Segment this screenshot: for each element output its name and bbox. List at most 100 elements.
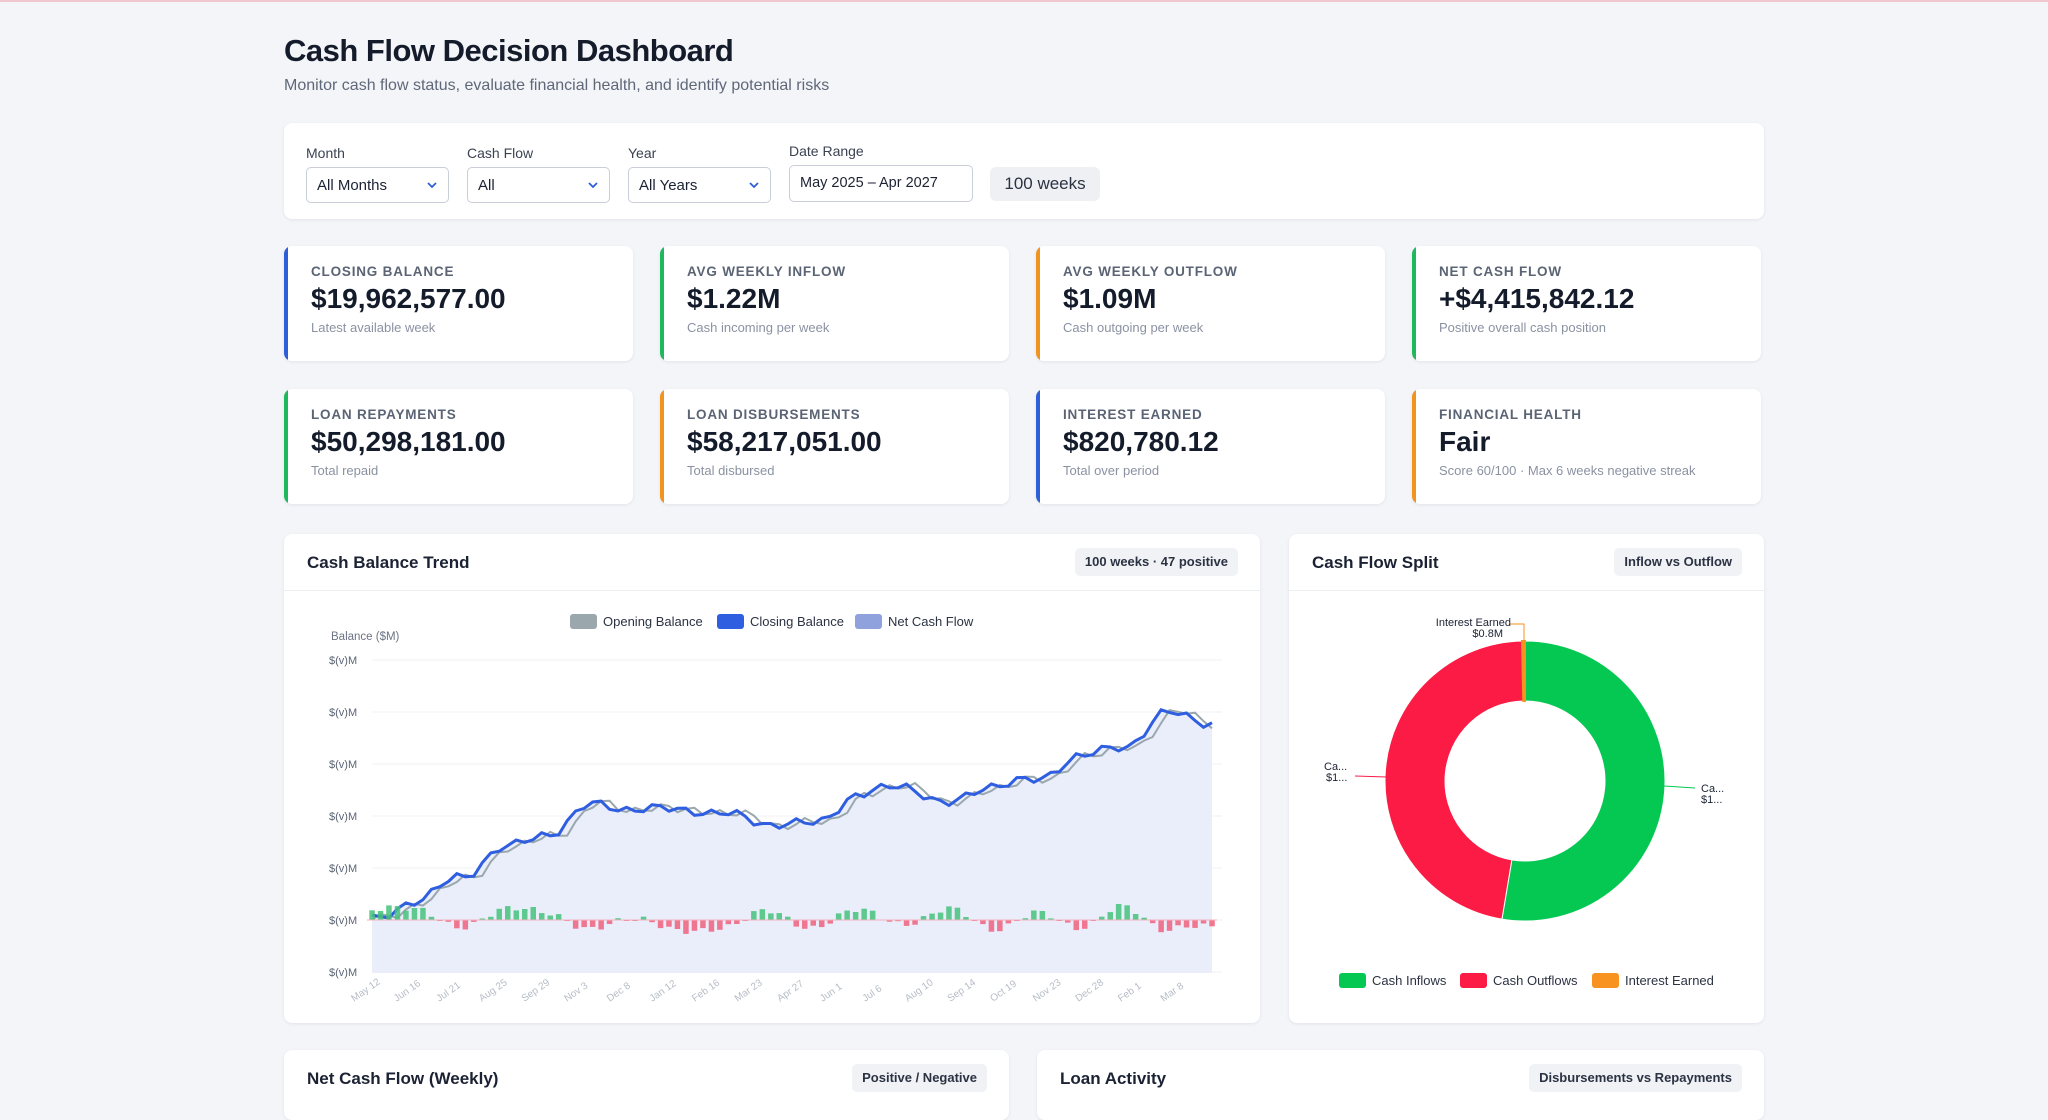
net-cash-flow-bar bbox=[827, 920, 833, 924]
kpi-accent-bar bbox=[660, 246, 664, 361]
kpi-subtext: Total repaid bbox=[311, 463, 379, 478]
x-tick-label: Jan 12 bbox=[648, 978, 679, 1004]
net-cash-flow-bar bbox=[759, 909, 766, 920]
cashflow-filter-label: Cash Flow bbox=[467, 145, 534, 161]
net-cash-flow-bar bbox=[1039, 911, 1046, 920]
interest-leader-line bbox=[1510, 623, 1525, 641]
net-cash-flow-bar bbox=[555, 914, 562, 920]
outflows-slice-label: Ca... bbox=[1324, 761, 1347, 773]
daterange-input[interactable]: May 2025 – Apr 2027 bbox=[789, 165, 973, 202]
net-cash-flow-bar bbox=[819, 920, 825, 928]
y-tick-label: $(v)M bbox=[329, 759, 357, 771]
cash-flow-split-chart[interactable]: Ca...$1...Ca...$1...Interest Earned$0.8M… bbox=[1289, 534, 1764, 1023]
x-tick-label: Jul 21 bbox=[435, 980, 464, 1005]
kpi-financial-health: FINANCIAL HEALTH Fair Score 60/100 · Max… bbox=[1412, 389, 1761, 504]
net-cash-flow-bar bbox=[394, 906, 401, 920]
panel-title: Loan Activity bbox=[1060, 1069, 1167, 1088]
kpi-label: LOAN DISBURSEMENTS bbox=[687, 407, 861, 422]
net-cash-flow-bar bbox=[937, 912, 944, 920]
net-cash-flow-bar bbox=[377, 911, 384, 920]
net-cash-flow-bar bbox=[1082, 920, 1088, 929]
inflows-leader-line bbox=[1663, 785, 1696, 789]
chevron-down-icon bbox=[427, 182, 437, 189]
legend-swatch bbox=[1339, 973, 1366, 988]
cash-balance-trend-chart[interactable]: Opening Balance Closing Balance Net Cash F… bbox=[284, 534, 1260, 1023]
y-axis-label: Balance ($M) bbox=[331, 631, 400, 643]
legend-label: Cash Inflows bbox=[1372, 973, 1447, 988]
net-cash-flow-bar bbox=[1149, 920, 1156, 924]
net-cash-flow-bar bbox=[657, 920, 664, 929]
legend-label: Interest Earned bbox=[1625, 973, 1714, 988]
x-tick-label: Feb 16 bbox=[690, 977, 722, 1004]
legend-swatch bbox=[1592, 973, 1619, 988]
panel-title: Cash Balance Trend bbox=[307, 553, 470, 572]
panel-divider bbox=[1289, 590, 1764, 591]
net-cash-flow-bar bbox=[598, 920, 604, 930]
kpi-value: Fair bbox=[1439, 426, 1491, 457]
page-title: Cash Flow Decision Dashboard bbox=[284, 33, 734, 68]
net-cash-flow-bar bbox=[606, 920, 613, 924]
net-cash-flow-bar bbox=[1192, 920, 1198, 928]
kpi-accent-bar bbox=[660, 389, 664, 504]
x-tick-label: Nov 3 bbox=[562, 980, 590, 1004]
x-tick-label: Aug 10 bbox=[903, 977, 936, 1004]
y-tick-label: $(v)M bbox=[329, 915, 357, 927]
panel-tag: Positive / Negative bbox=[852, 1064, 987, 1092]
legend-label: Closing Balance bbox=[750, 614, 844, 629]
net-cash-flow-bar bbox=[776, 913, 782, 920]
kpi-loan-disbursements: LOAN DISBURSEMENTS $58,217,051.00 Total … bbox=[660, 389, 1009, 504]
x-tick-label: Jul 6 bbox=[861, 983, 885, 1004]
net-cash-flow-bar bbox=[462, 920, 469, 930]
cashflow-select[interactable]: All bbox=[467, 167, 610, 203]
net-cash-flow-bar bbox=[810, 920, 816, 926]
panel-title: Cash Flow Split bbox=[1312, 553, 1439, 572]
net-cash-flow-bar bbox=[488, 916, 494, 920]
net-cash-flow-bar bbox=[929, 913, 935, 920]
x-tick-label: Jun 1 bbox=[818, 981, 845, 1004]
net-cash-flow-bar bbox=[852, 912, 859, 920]
kpi-value: $50,298,181.00 bbox=[311, 426, 506, 457]
net-cash-flow-bar bbox=[547, 915, 553, 920]
net-cash-flow-bar bbox=[844, 910, 850, 920]
top-accent-line bbox=[0, 0, 2048, 2]
net-cash-flow-bar bbox=[420, 907, 426, 920]
net-cash-flow-bar bbox=[903, 920, 910, 926]
y-tick-label: $(v)M bbox=[329, 967, 357, 979]
net-cash-flow-bar bbox=[751, 911, 757, 920]
net-cash-flow-bar bbox=[708, 920, 715, 932]
kpi-label: FINANCIAL HEALTH bbox=[1439, 407, 1582, 422]
net-cash-flow-bar bbox=[539, 913, 545, 920]
year-select[interactable]: All Years bbox=[628, 167, 771, 203]
net-cash-flow-bar bbox=[530, 907, 536, 920]
month-select[interactable]: All Months bbox=[306, 167, 449, 203]
net-cash-flow-bar bbox=[428, 916, 435, 920]
kpi-label: NET CASH FLOW bbox=[1439, 264, 1562, 279]
kpi-label: INTEREST EARNED bbox=[1063, 407, 1203, 422]
kpi-subtext: Score 60/100 · Max 6 weeks negative stre… bbox=[1439, 463, 1696, 478]
kpi-accent-bar bbox=[1412, 246, 1416, 361]
net-cash-flow-bar bbox=[674, 920, 681, 929]
net-cash-flow-bar bbox=[920, 916, 927, 920]
legend-label: Cash Outflows bbox=[1493, 973, 1578, 988]
kpi-avg-weekly-inflow: AVG WEEKLY INFLOW $1.22M Cash incoming p… bbox=[660, 246, 1009, 361]
kpi-label: AVG WEEKLY OUTFLOW bbox=[1063, 264, 1238, 279]
legend-label: Net Cash Flow bbox=[888, 614, 974, 629]
y-tick-label: $(v)M bbox=[329, 655, 357, 667]
kpi-accent-bar bbox=[1036, 246, 1040, 361]
net-cash-flow-bar bbox=[1005, 920, 1012, 924]
kpi-closing-balance: CLOSING BALANCE $19,962,577.00 Latest av… bbox=[284, 246, 633, 361]
interest-slice-value: $0.8M bbox=[1472, 628, 1503, 640]
loan-activity-panel: Loan Activity Disbursements vs Repayment… bbox=[1037, 1050, 1764, 1120]
net-cash-flow-bar bbox=[1166, 920, 1173, 931]
panel-tag: Disbursements vs Repayments bbox=[1529, 1064, 1742, 1092]
net-cash-flow-bar bbox=[997, 920, 1003, 932]
net-cash-flow-bar bbox=[835, 913, 842, 920]
net-cash-flow-bar bbox=[963, 917, 969, 920]
opening-balance-line bbox=[371, 708, 1213, 921]
year-filter-label: Year bbox=[628, 145, 657, 161]
net-cash-flow-bar bbox=[1022, 918, 1029, 920]
net-cash-flow-bar bbox=[445, 920, 452, 922]
x-tick-label: Sep 14 bbox=[946, 977, 979, 1004]
month-select-value: All Months bbox=[317, 177, 388, 194]
net-cash-flow-bar bbox=[1107, 912, 1113, 920]
